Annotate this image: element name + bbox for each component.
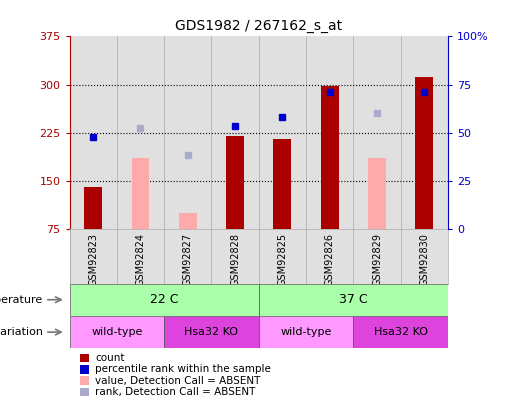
Bar: [70, 284, 259, 316]
Text: GSM92830: GSM92830: [419, 233, 430, 286]
Bar: [416, 77, 434, 229]
Bar: [273, 139, 291, 229]
Text: temperature: temperature: [0, 295, 43, 305]
Bar: [84, 187, 102, 229]
Bar: [259, 36, 306, 229]
Text: GSM92829: GSM92829: [372, 233, 382, 286]
Text: Hsa32 KO: Hsa32 KO: [374, 327, 428, 337]
Text: rank, Detection Call = ABSENT: rank, Detection Call = ABSENT: [95, 387, 255, 397]
Bar: [321, 86, 339, 229]
Text: GSM92825: GSM92825: [278, 233, 287, 286]
Text: count: count: [95, 353, 125, 363]
Text: GSM92826: GSM92826: [325, 233, 335, 286]
Bar: [212, 36, 259, 229]
Bar: [353, 316, 448, 348]
Text: 37 C: 37 C: [339, 293, 368, 306]
Text: 22 C: 22 C: [150, 293, 178, 306]
Text: genotype/variation: genotype/variation: [0, 327, 43, 337]
Bar: [70, 316, 164, 348]
Bar: [179, 213, 197, 229]
Title: GDS1982 / 267162_s_at: GDS1982 / 267162_s_at: [175, 19, 342, 33]
Text: GSM92828: GSM92828: [230, 233, 240, 286]
Bar: [226, 136, 244, 229]
Bar: [164, 36, 212, 229]
Bar: [164, 316, 259, 348]
Bar: [353, 36, 401, 229]
Bar: [259, 284, 448, 316]
Bar: [117, 36, 164, 229]
Text: Hsa32 KO: Hsa32 KO: [184, 327, 238, 337]
Text: wild-type: wild-type: [91, 327, 143, 337]
Bar: [401, 36, 448, 229]
Bar: [368, 158, 386, 229]
Bar: [131, 158, 149, 229]
Text: percentile rank within the sample: percentile rank within the sample: [95, 364, 271, 374]
Bar: [70, 36, 117, 229]
Text: GSM92824: GSM92824: [135, 233, 146, 286]
Text: wild-type: wild-type: [280, 327, 332, 337]
Bar: [306, 36, 353, 229]
Bar: [259, 316, 353, 348]
Text: value, Detection Call = ABSENT: value, Detection Call = ABSENT: [95, 376, 261, 386]
Text: GSM92827: GSM92827: [183, 233, 193, 286]
Text: GSM92823: GSM92823: [88, 233, 98, 286]
